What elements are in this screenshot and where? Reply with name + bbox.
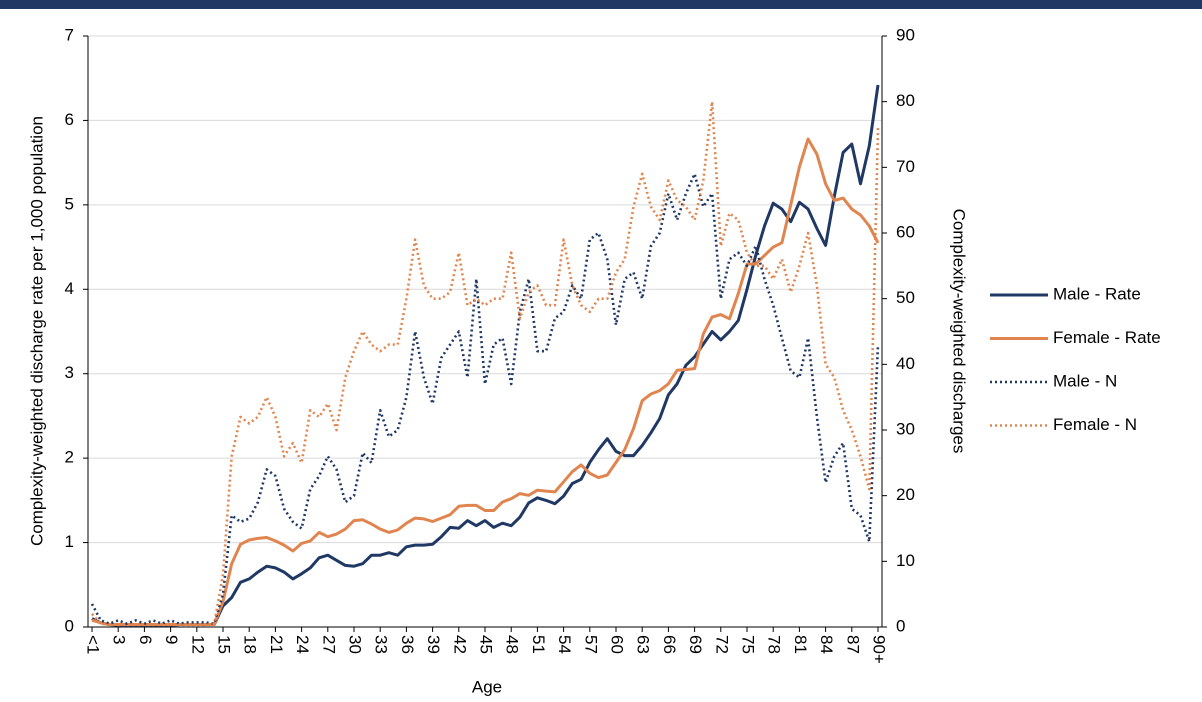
x-tick-label: 33	[372, 635, 391, 654]
x-tick-label: 72	[712, 635, 731, 654]
x-tick-label: 27	[319, 635, 338, 654]
y-tick-label: 0	[65, 616, 74, 635]
x-tick-label: 6	[136, 635, 155, 644]
y2-tick-label: 10	[896, 551, 915, 570]
series-line	[91, 137, 880, 626]
x-tick-label: 45	[477, 635, 496, 654]
x-tick-label: <1	[84, 635, 103, 654]
series-line	[91, 100, 880, 627]
y2-tick-label: 0	[896, 616, 905, 635]
x-tick-label: 18	[241, 635, 260, 654]
y2-tick-label: 20	[896, 485, 915, 504]
x-tick-label: 60	[608, 635, 627, 654]
header-bar	[0, 0, 1202, 9]
y-tick-label: 2	[65, 448, 74, 467]
legend-label: Female - Rate	[1053, 328, 1161, 347]
y2-axis-title: Complexity-weighted discharges	[950, 209, 969, 454]
y2-tick-label: 60	[896, 222, 915, 241]
y2-tick-label: 90	[896, 25, 915, 44]
y2-tick-label: 40	[896, 354, 915, 373]
x-tick-label: 87	[843, 635, 862, 654]
x-tick-label: 63	[634, 635, 653, 654]
y2-tick-label: 70	[896, 157, 915, 176]
y-tick-label: 7	[65, 25, 74, 44]
x-tick-label: 78	[765, 635, 784, 654]
x-tick-label: 81	[791, 635, 810, 654]
x-tick-label: 12	[188, 635, 207, 654]
y2-tick-label: 30	[896, 419, 915, 438]
x-tick-label: 24	[293, 635, 312, 654]
x-tick-label: 21	[267, 635, 286, 654]
x-tick-label: 15	[215, 635, 234, 654]
x-tick-label: 90+	[870, 635, 889, 664]
x-tick-label: 75	[739, 635, 758, 654]
x-tick-label: 54	[555, 635, 574, 654]
x-tick-label: 51	[529, 635, 548, 654]
legend-label: Female - N	[1053, 415, 1137, 434]
y2-tick-label: 50	[896, 288, 915, 307]
y-axis-title: Complexity-weighted discharge rate per 1…	[27, 116, 46, 546]
series-line	[90, 172, 880, 625]
y2-tick-label: 80	[896, 91, 915, 110]
x-tick-label: 3	[110, 635, 129, 644]
legend-label: Male - N	[1053, 371, 1117, 390]
legend-label: Male - Rate	[1053, 284, 1141, 303]
y-tick-label: 1	[65, 532, 74, 551]
x-tick-label: 66	[660, 635, 679, 654]
x-tick-label: 69	[686, 635, 705, 654]
x-tick-label: 9	[162, 635, 181, 644]
x-tick-label: 36	[398, 635, 417, 654]
x-tick-label: 42	[450, 635, 469, 654]
series-line	[91, 84, 880, 627]
x-tick-label: 39	[424, 635, 443, 654]
x-tick-label: 57	[581, 635, 600, 654]
y-tick-label: 6	[65, 110, 74, 129]
x-tick-label: 48	[503, 635, 522, 654]
y-tick-label: 4	[65, 279, 74, 298]
x-tick-label: 30	[346, 635, 365, 654]
y-tick-label: 3	[65, 363, 74, 382]
x-axis-title: Age	[472, 677, 502, 696]
x-tick-label: 84	[817, 635, 836, 654]
y-tick-label: 5	[65, 194, 74, 213]
